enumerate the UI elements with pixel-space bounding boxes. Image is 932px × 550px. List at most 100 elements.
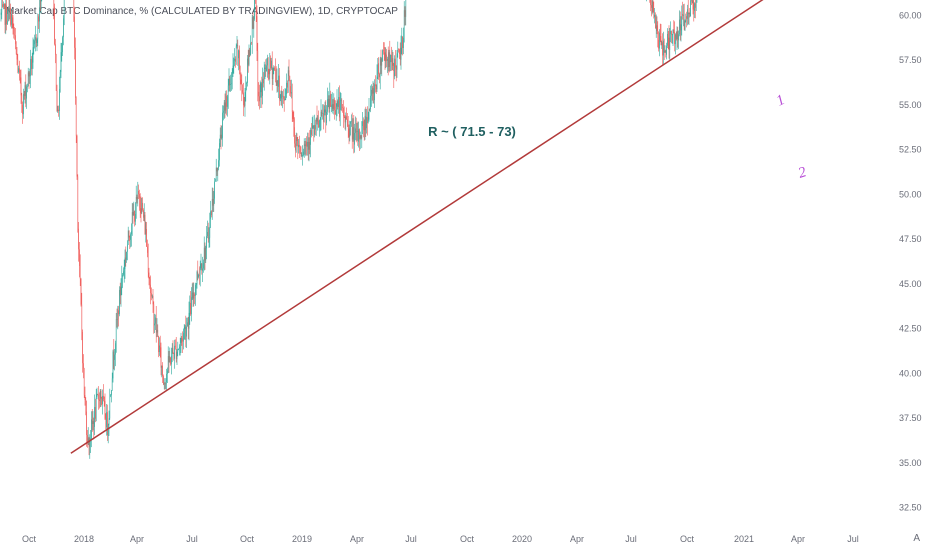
candle-body <box>27 72 29 87</box>
candle-body <box>261 83 263 96</box>
candle-body <box>167 370 168 374</box>
candle-body <box>670 31 671 34</box>
x-tick-label: Jul <box>405 534 417 544</box>
auto-scale-button[interactable]: A <box>913 533 920 544</box>
candle-body <box>228 78 230 86</box>
candle-body <box>664 50 666 53</box>
candle-body <box>377 63 379 77</box>
y-tick-label: 35.00 <box>899 458 922 468</box>
candle-body <box>292 111 294 119</box>
candle-body <box>316 117 318 122</box>
candle-body <box>665 50 667 55</box>
candle-body <box>196 271 198 285</box>
candle-body <box>260 83 262 93</box>
candle-body <box>682 13 683 16</box>
candle-body <box>200 263 202 269</box>
candle-body <box>346 116 347 120</box>
candle-body <box>662 42 663 56</box>
candle-body <box>327 99 328 112</box>
candle-body <box>363 121 364 130</box>
candle-body <box>0 12 2 15</box>
candle-body <box>140 208 142 214</box>
candle-body <box>62 37 63 53</box>
candle-body <box>257 50 259 92</box>
candle-body <box>355 128 356 133</box>
candle-body <box>328 98 330 109</box>
candle-body <box>88 438 90 447</box>
candle-body <box>343 107 344 116</box>
candle-body <box>123 269 125 272</box>
candle-body <box>263 68 265 84</box>
candle-body <box>147 246 148 253</box>
candle-body <box>253 18 255 29</box>
candle-body <box>674 32 675 45</box>
y-tick-label: 55.00 <box>899 100 922 110</box>
candle-body <box>25 85 27 99</box>
x-tick-label: Jul <box>186 534 198 544</box>
candle-body <box>158 336 159 353</box>
candle-body <box>58 109 59 111</box>
candle-body <box>666 45 667 55</box>
candle-body <box>273 67 275 69</box>
candle-body <box>683 14 685 30</box>
candle-body <box>258 91 259 97</box>
candle-body <box>54 6 55 45</box>
candle-body <box>336 101 338 107</box>
candle-body <box>399 49 400 55</box>
candle-body <box>680 24 682 31</box>
candle-body <box>139 194 140 199</box>
candle-body <box>95 407 96 419</box>
candle-body <box>249 50 251 55</box>
candle-body <box>397 49 399 54</box>
candle-body <box>335 106 337 115</box>
candle-body <box>373 88 375 101</box>
candlestick-layer <box>0 0 698 459</box>
y-axis[interactable]: 87.5085.0082.5080.0077.5075.0072.5070.00… <box>895 0 931 513</box>
candle-body <box>80 278 82 305</box>
candle-body <box>320 111 322 121</box>
candle-body <box>692 0 694 10</box>
candle-body <box>274 67 275 70</box>
candle-body <box>300 152 302 157</box>
candle-body <box>152 295 154 305</box>
candle-body <box>310 129 311 145</box>
candle-body <box>348 128 350 137</box>
candle-body <box>112 351 114 379</box>
candle-body <box>128 230 130 238</box>
candle-body <box>333 99 335 109</box>
candle-body <box>341 100 343 108</box>
candle-body <box>118 310 119 315</box>
candle-body <box>676 31 678 39</box>
candle-body <box>367 119 369 124</box>
candle-body <box>127 244 128 252</box>
candle-body <box>107 425 109 436</box>
y-tick-label: 52.50 <box>899 145 922 155</box>
x-tick-label: 2018 <box>74 534 94 544</box>
candle-body <box>35 37 37 43</box>
candle-body <box>651 0 653 8</box>
candle-body <box>345 116 347 123</box>
x-tick-label: Oct <box>460 534 475 544</box>
candle-body <box>334 99 335 111</box>
candle-body <box>144 214 146 235</box>
candle-body <box>304 144 306 146</box>
candle-body <box>331 104 333 106</box>
candle-body <box>326 111 327 123</box>
candle-body <box>199 268 201 276</box>
candle-body <box>651 5 652 8</box>
candle-body <box>219 143 220 161</box>
candle-body <box>271 60 272 69</box>
candle-body <box>82 331 83 364</box>
candle-body <box>266 65 267 71</box>
candle-body <box>327 98 329 100</box>
candle-body <box>229 78 231 86</box>
candle-body <box>33 44 35 48</box>
candle-body <box>368 108 370 120</box>
candle-body <box>24 85 26 97</box>
candle-body <box>215 167 217 181</box>
x-axis[interactable]: Oct 2018 Apr Jul Oct 2019 Apr Jul Oct 2020 Apr Jul O… <box>22 534 859 544</box>
candle-body <box>131 212 133 232</box>
candle-body <box>153 304 155 326</box>
candle-body <box>236 45 238 47</box>
